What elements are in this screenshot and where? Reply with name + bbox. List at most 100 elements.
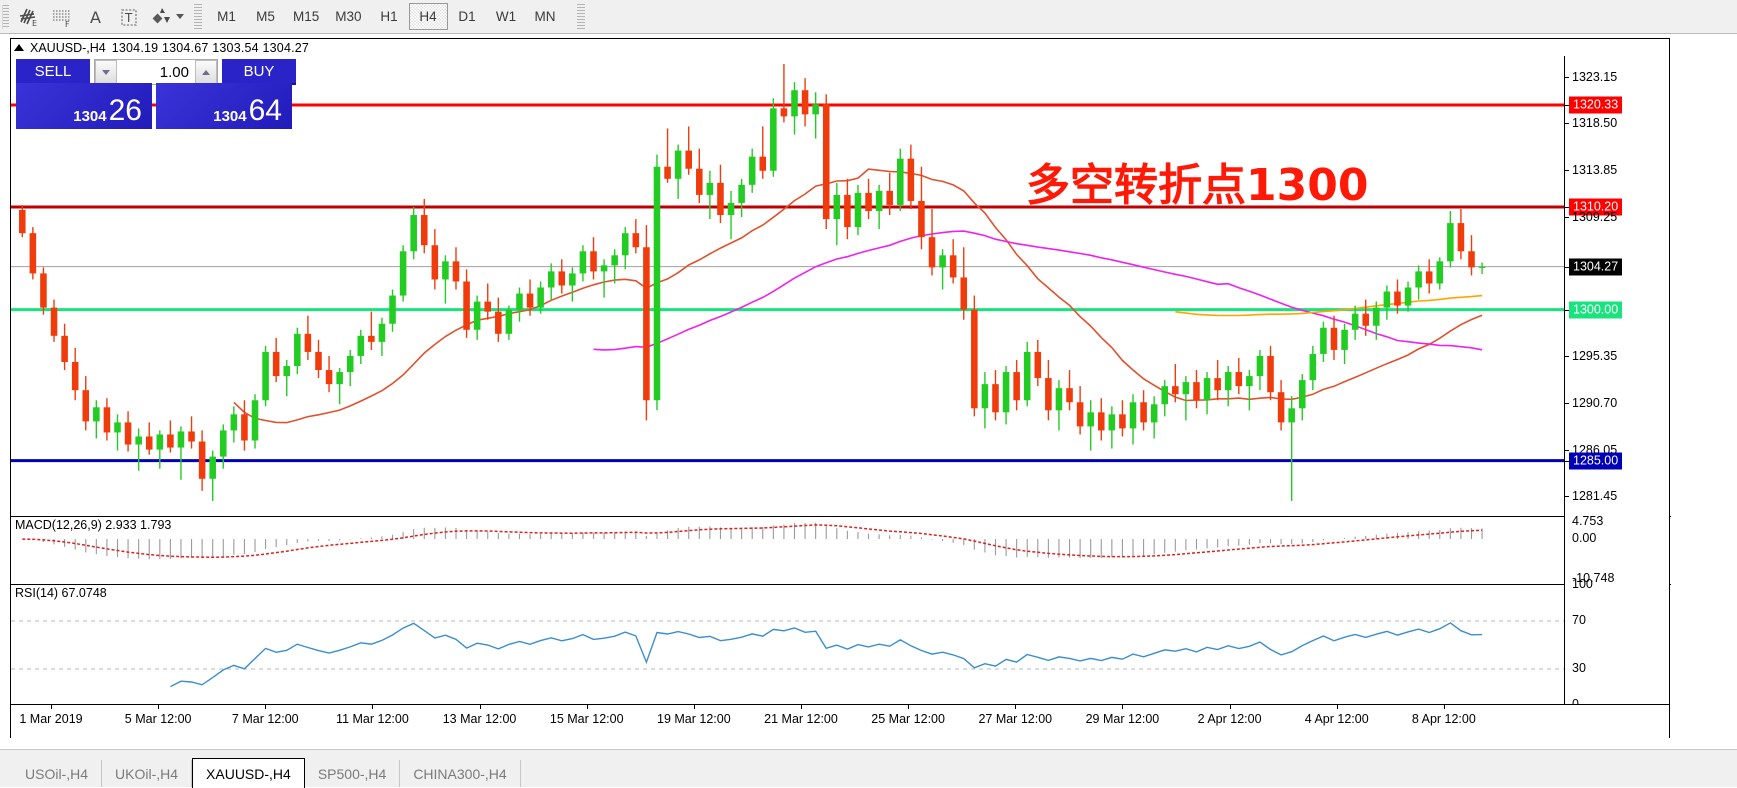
time-tick	[908, 705, 910, 709]
chart-header: XAUUSD-,H4 1304.19 1304.67 1303.54 1304.…	[11, 39, 309, 56]
time-tick	[586, 705, 588, 709]
symbol-tab-china300[interactable]: CHINA300-,H4	[400, 760, 521, 787]
time-label: 15 Mar 12:00	[549, 712, 624, 726]
svg-text:T: T	[124, 11, 133, 25]
price-tick	[1565, 496, 1569, 498]
macd-plot-area[interactable]	[11, 517, 1566, 584]
time-label: 29 Mar 12:00	[1085, 712, 1160, 726]
moving-average-110	[1175, 294, 1483, 317]
rsi-scale-30: 30	[1572, 661, 1586, 675]
symbol-tab-usoil[interactable]: USOil-,H4	[12, 760, 103, 787]
rsi-pane[interactable]: RSI(14) 67.0748	[11, 584, 1671, 704]
sell-price-prefix: 1304	[73, 108, 107, 125]
one-click-trading-panel: SELL 1.00 BUY 1304 26 1304 64	[16, 59, 296, 129]
macd-pane[interactable]: MACD(12,26,9) 2.933 1.793	[11, 516, 1671, 584]
svg-text:A: A	[90, 8, 101, 27]
price-label-1309-25: 1309.25	[1572, 209, 1618, 224]
rsi-label: RSI(14) 67.0748	[15, 586, 110, 600]
price-label-1295-35: 1295.35	[1572, 349, 1618, 364]
timeframe-m1[interactable]: M1	[217, 9, 236, 24]
timeframe-d1[interactable]: D1	[458, 9, 476, 24]
sell-price-display[interactable]: 1304 26	[16, 83, 152, 129]
lot-increase-button[interactable]	[195, 60, 217, 84]
price-tick	[1565, 105, 1569, 107]
chart-window: XAUUSD-,H4 1304.19 1304.67 1303.54 1304.…	[10, 38, 1671, 738]
candlestick-plot	[11, 64, 1566, 501]
symbol-tab-bar: USOil-,H4 UKOil-,H4 XAUUSD-,H4 SP500-,H4 CHI…	[0, 749, 1737, 788]
timeframe-w1[interactable]: W1	[495, 9, 517, 24]
time-tick	[1015, 705, 1017, 709]
toolbar-separator-2	[576, 3, 585, 30]
chart-symbol-label: XAUUSD-,H4	[30, 40, 106, 55]
lot-decrease-button[interactable]	[95, 60, 117, 84]
symbol-tab-sp500[interactable]: SP500-,H4	[305, 760, 401, 787]
price-label-1300-00: 1300.00	[1569, 301, 1623, 319]
price-tick	[1565, 309, 1569, 311]
symbol-tab-ukoil[interactable]: UKOil-,H4	[102, 760, 193, 787]
price-tick	[1565, 450, 1569, 452]
price-pane[interactable]	[11, 56, 1671, 516]
timeframe-mn[interactable]: MN	[534, 9, 556, 24]
text-box-icon[interactable]: T	[112, 3, 145, 31]
symbol-tab-xauusd[interactable]: XAUUSD-,H4	[192, 758, 305, 788]
timeframe-group: M1 M5 M15 M30 H1 H4 D1 W1 MN	[207, 3, 565, 30]
time-tick	[1443, 705, 1445, 709]
rsi-plot-area[interactable]	[11, 585, 1566, 704]
elliott-wave-icon[interactable]: E	[13, 3, 46, 31]
price-tick	[1565, 170, 1569, 172]
lot-size-stepper[interactable]: 1.00	[94, 59, 218, 85]
time-tick	[693, 705, 695, 709]
moving-average-55	[593, 230, 1483, 351]
price-label-1310-20: 1310.20	[1569, 198, 1623, 216]
timeframe-m30[interactable]: M30	[335, 9, 362, 24]
timeframe-h1[interactable]: H1	[380, 9, 398, 24]
price-axis[interactable]: 1323.15 1320.33 1318.50 1313.85 1310.20 1309.…	[1564, 56, 1669, 711]
price-label-1323-15: 1323.15	[1572, 69, 1618, 84]
toolbar-drag-handle[interactable]	[2, 4, 9, 29]
buy-button[interactable]: BUY	[222, 59, 296, 85]
macd-scale-n10-748: -10.748	[1572, 570, 1615, 585]
time-tick	[372, 705, 374, 709]
rsi-plot	[11, 620, 1566, 688]
lot-size-value[interactable]: 1.00	[159, 63, 189, 81]
time-label: 25 Mar 12:00	[871, 712, 945, 726]
chart-annotation-text[interactable]: 多空转折点1300	[1026, 160, 1369, 211]
price-label-1320-33: 1320.33	[1569, 96, 1623, 114]
chevron-down-icon[interactable]	[175, 14, 184, 19]
trade-controls-row: SELL 1.00 BUY	[16, 59, 296, 85]
svg-text:E: E	[32, 19, 37, 28]
shapes-icon[interactable]	[145, 3, 189, 31]
timeframe-m15[interactable]: M15	[293, 9, 320, 24]
sell-price-pips: 26	[108, 94, 142, 127]
buy-price-display[interactable]: 1304 64	[156, 83, 292, 129]
chart-ohlc-values: 1304.19 1304.67 1303.54 1304.27	[111, 40, 310, 55]
price-label-1281-45: 1281.45	[1572, 489, 1618, 504]
sell-button[interactable]: SELL	[16, 59, 90, 85]
time-label: 1 Mar 2019	[19, 712, 83, 726]
price-tick	[1565, 206, 1569, 208]
fibonacci-icon[interactable]: F	[46, 3, 79, 31]
timeframe-m5[interactable]: M5	[256, 9, 275, 24]
time-label: 5 Mar 12:00	[124, 712, 192, 726]
main-toolbar: E F A T M1 M5 M15 M	[0, 0, 1737, 34]
time-tick	[479, 705, 481, 709]
rsi-scale-100: 100	[1572, 577, 1593, 591]
text-label-icon[interactable]: A	[79, 3, 112, 31]
time-axis[interactable]: 1 Mar 2019 5 Mar 12:00 7 Mar 12:00 11 Mar 1…	[11, 704, 1669, 738]
buy-price-pips: 64	[248, 94, 282, 127]
price-plot-area[interactable]	[11, 56, 1566, 516]
time-tick	[801, 705, 802, 709]
collapse-triangle-icon[interactable]	[14, 44, 24, 51]
price-tick	[1565, 266, 1569, 268]
time-label: 21 Mar 12:00	[764, 712, 838, 726]
timeframe-h4[interactable]: H4	[408, 3, 448, 30]
rsi-line	[170, 622, 1483, 688]
price-tick	[1565, 460, 1569, 462]
time-tick	[51, 705, 52, 709]
price-label-1304-27: 1304.27	[1569, 258, 1623, 276]
price-tick	[1565, 356, 1569, 358]
price-tick	[1565, 123, 1569, 125]
macd-scale-0n00: 0.00	[1572, 531, 1597, 546]
price-label-1313-85: 1313.85	[1572, 163, 1618, 178]
time-tick	[1122, 705, 1124, 709]
